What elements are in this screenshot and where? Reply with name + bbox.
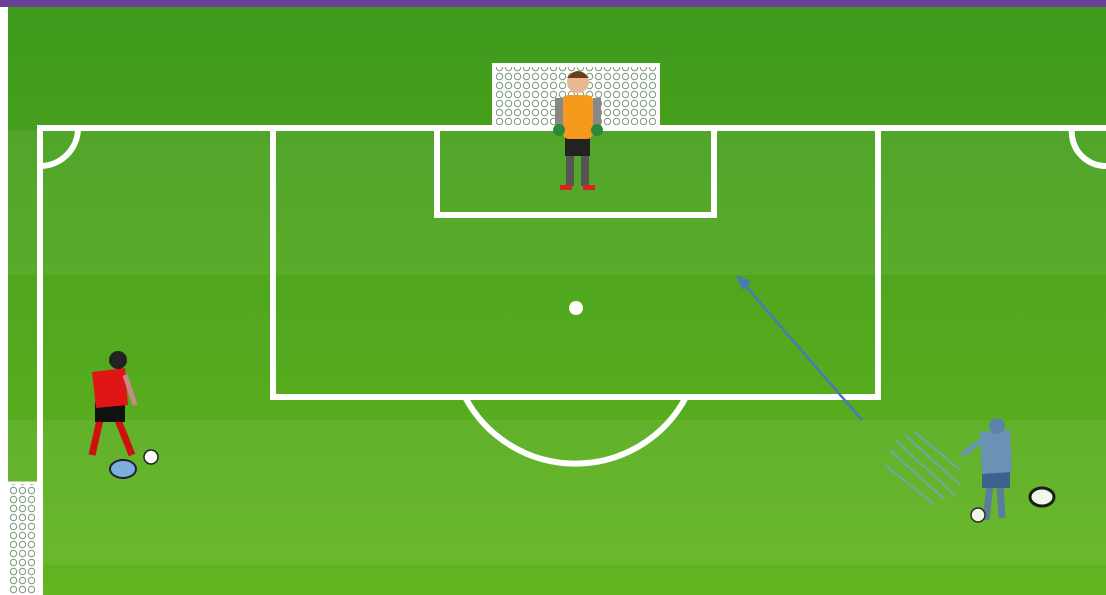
goalkeeper [553, 71, 603, 190]
stripes [0, 130, 1106, 565]
top-border [0, 0, 1106, 7]
arrow [735, 274, 863, 421]
left-edge [0, 7, 8, 595]
left-goal [6, 481, 40, 595]
blue-player [884, 418, 1056, 523]
red-player [88, 351, 159, 479]
